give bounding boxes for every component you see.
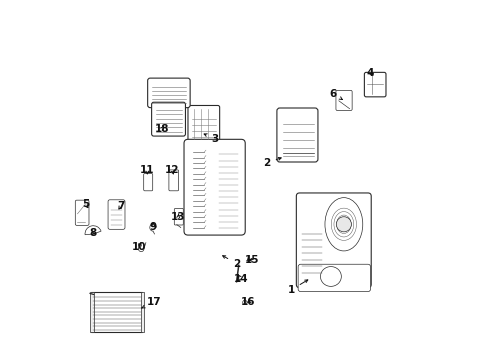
- Text: 9: 9: [149, 222, 156, 232]
- Text: 11: 11: [140, 165, 154, 175]
- Text: 17: 17: [142, 297, 162, 308]
- Ellipse shape: [320, 266, 341, 287]
- Text: 14: 14: [233, 274, 248, 284]
- Ellipse shape: [325, 198, 362, 251]
- Bar: [141, 292, 144, 332]
- Text: 5: 5: [81, 199, 89, 210]
- Text: 12: 12: [165, 165, 180, 175]
- FancyBboxPatch shape: [183, 139, 244, 235]
- FancyBboxPatch shape: [276, 108, 317, 162]
- Text: 6: 6: [329, 89, 342, 99]
- Bar: [90, 292, 94, 332]
- FancyBboxPatch shape: [296, 193, 370, 288]
- Wedge shape: [85, 226, 101, 235]
- Text: 16: 16: [241, 297, 255, 307]
- Text: 2: 2: [263, 157, 281, 168]
- FancyBboxPatch shape: [168, 170, 178, 191]
- Text: 15: 15: [244, 255, 259, 265]
- FancyBboxPatch shape: [108, 200, 125, 229]
- FancyBboxPatch shape: [147, 78, 190, 108]
- FancyBboxPatch shape: [143, 174, 152, 191]
- FancyBboxPatch shape: [151, 102, 185, 136]
- FancyBboxPatch shape: [298, 264, 370, 292]
- FancyBboxPatch shape: [335, 90, 351, 111]
- FancyBboxPatch shape: [75, 200, 89, 225]
- Text: 1: 1: [287, 280, 307, 295]
- FancyBboxPatch shape: [174, 208, 183, 225]
- Circle shape: [242, 300, 246, 305]
- Text: 13: 13: [171, 212, 185, 222]
- Text: 18: 18: [154, 124, 169, 134]
- Text: 10: 10: [132, 242, 146, 252]
- FancyBboxPatch shape: [187, 105, 219, 143]
- Bar: [91, 292, 142, 332]
- Text: 7: 7: [117, 201, 124, 211]
- Circle shape: [336, 217, 351, 232]
- Text: 4: 4: [366, 68, 373, 78]
- Text: 2: 2: [222, 256, 240, 269]
- Text: 8: 8: [89, 228, 96, 238]
- FancyBboxPatch shape: [364, 72, 385, 97]
- Text: 3: 3: [203, 134, 218, 144]
